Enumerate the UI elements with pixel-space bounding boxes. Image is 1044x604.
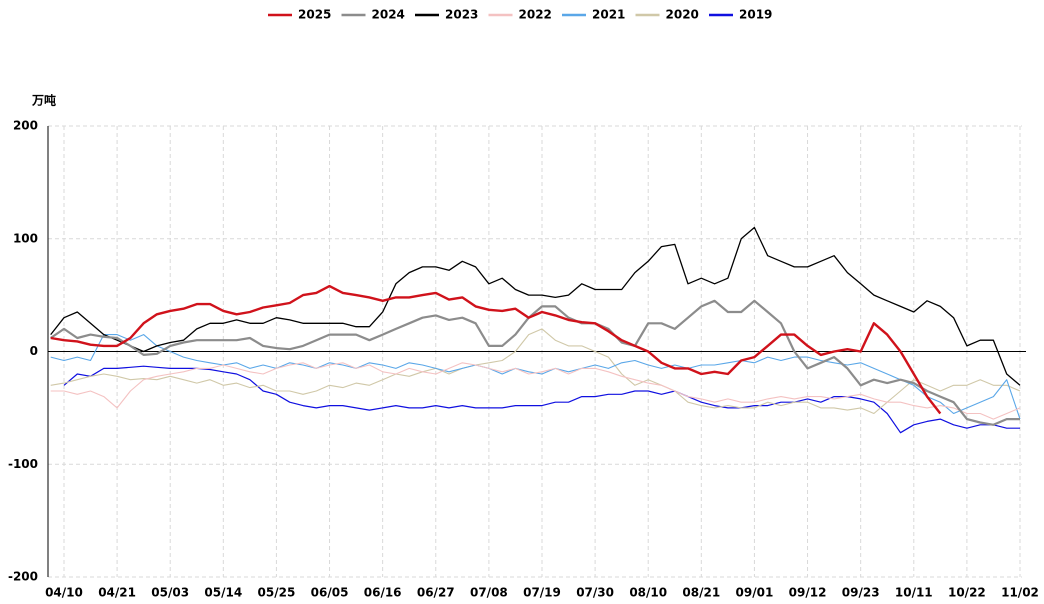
x-tick-label: 05/03	[151, 586, 189, 600]
legend-label: 2023	[445, 8, 478, 22]
series-line	[50, 226, 1021, 386]
x-tick-label: 10/11	[895, 586, 933, 600]
x-tick-label: 08/10	[629, 586, 667, 600]
series-line	[50, 328, 1021, 415]
y-tick-label: 0	[30, 344, 38, 358]
x-tick-label: 06/16	[364, 586, 402, 600]
series-line	[50, 284, 942, 415]
legend-label: 2022	[519, 8, 552, 22]
y-tick-label: 200	[13, 119, 38, 133]
legend-label: 2024	[372, 8, 405, 22]
x-tick-label: 06/27	[417, 586, 455, 600]
x-tick-label: 05/25	[258, 586, 296, 600]
x-tick-label: 11/02	[1001, 586, 1039, 600]
y-tick-label: -100	[8, 457, 38, 471]
x-tick-label: 06/05	[311, 586, 349, 600]
legend-label: 2021	[592, 8, 625, 22]
x-tick-label: 04/21	[98, 586, 136, 600]
y-axis-label: 万吨	[31, 93, 56, 108]
legend-label: 2020	[666, 8, 699, 22]
series-line	[50, 334, 1021, 420]
x-tick-label: 09/01	[736, 586, 774, 600]
x-tick-label: 04/10	[45, 586, 83, 600]
series-line	[50, 299, 1020, 426]
x-tick-label: 07/30	[576, 586, 614, 600]
y-tick-label: -200	[8, 570, 38, 584]
x-tick-label: 07/08	[470, 586, 508, 600]
series-line	[50, 362, 1021, 420]
legend-label: 2019	[739, 8, 772, 22]
series-line	[63, 365, 1020, 434]
x-tick-label: 09/12	[789, 586, 827, 600]
x-tick-label: 08/21	[682, 586, 720, 600]
x-tick-label: 10/22	[948, 586, 986, 600]
legend-label: 2025	[298, 8, 331, 22]
x-tick-label: 09/23	[842, 586, 880, 600]
x-tick-label: 05/14	[204, 586, 242, 600]
y-tick-label: 100	[13, 231, 38, 245]
x-tick-label: 07/19	[523, 586, 561, 600]
